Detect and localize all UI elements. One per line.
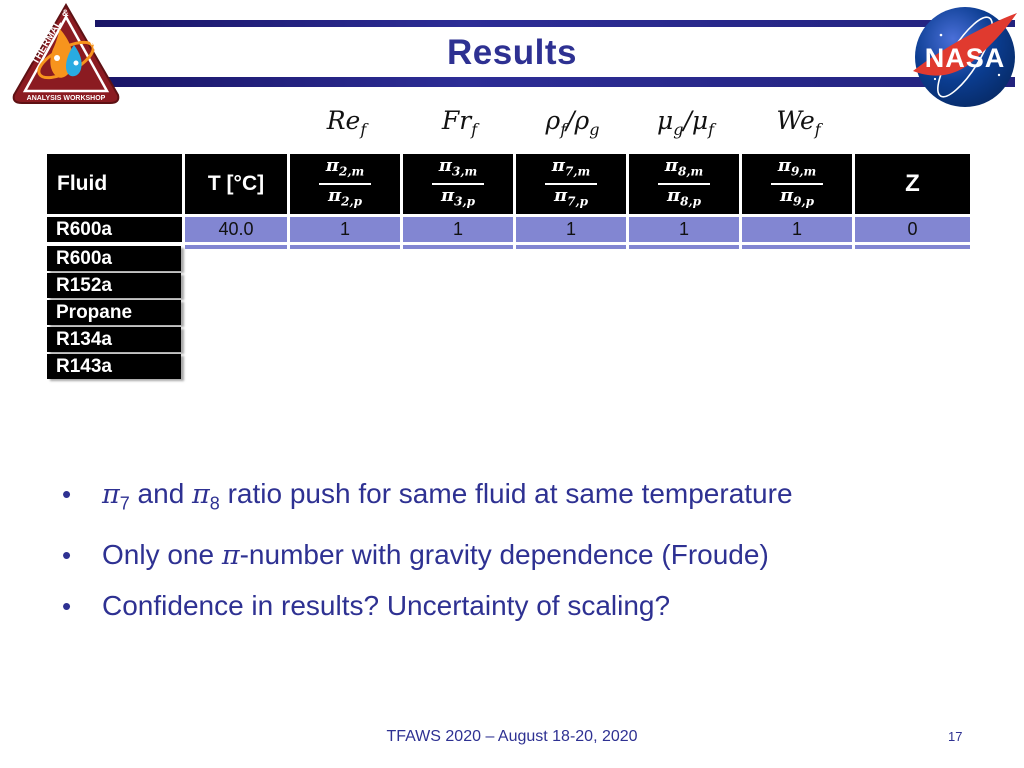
page-title: Results (447, 33, 577, 72)
column-header-pi3-ratio: π3,m π3,p (403, 154, 516, 214)
page-number: 17 (948, 729, 963, 744)
column-header-z: Z (855, 154, 970, 214)
column-header-fluid: Fluid (47, 154, 185, 214)
bullet-item-2: • Only one π-number with gravity depende… (62, 538, 769, 571)
bullet-item-3: • Confidence in results? Uncertainty of … (62, 589, 671, 621)
cell-fluid: R600a (47, 217, 185, 242)
svg-text:&: & (62, 8, 69, 18)
cell-pi2: 1 (290, 217, 403, 242)
cell-temperature: 40.0 (185, 217, 290, 242)
bullet-item-1: • π7 and π8 ratio push for same fluid at… (62, 478, 793, 514)
next-row-sliver (185, 245, 970, 249)
cell-pi8: 1 (629, 217, 742, 242)
table-row: R600a 40.0 1 1 1 1 1 0 (47, 217, 970, 242)
math-label-density-ratio: ρf/ρg (545, 106, 600, 139)
table-header-row: Fluid T [°C] π2,m π2,p π3,m π3,p π7,m π7… (47, 154, 970, 214)
math-label-Fr: Frf (441, 106, 478, 139)
bullet-dot: • (62, 539, 72, 570)
column-header-pi7-ratio: π7,m π7,p (516, 154, 629, 214)
tfaws-logo-icon: THERMAL & FLUIDS ANALYSIS WORKSHOP (12, 3, 120, 104)
cell-pi7: 1 (516, 217, 629, 242)
svg-text:ANALYSIS WORKSHOP: ANALYSIS WORKSHOP (27, 95, 106, 102)
header-bar-bottom (95, 77, 1015, 87)
list-item: R152a (47, 273, 181, 298)
column-header-pi9-ratio: π9,m π9,p (742, 154, 855, 214)
cell-pi9: 1 (742, 217, 855, 242)
math-label-We: Wef (776, 106, 821, 139)
bullet-dot: • (62, 479, 72, 509)
list-item: Propane (47, 300, 181, 325)
fluid-list: R600a R152a Propane R134a R143a (47, 246, 181, 381)
math-label-Re: Ref (326, 106, 367, 139)
list-item: R600a (47, 246, 181, 271)
math-label-viscosity-ratio: μg/μf (656, 106, 715, 139)
bullet-list: • π7 and π8 ratio push for same fluid at… (62, 476, 982, 638)
column-header-pi8-ratio: π8,m π8,p (629, 154, 742, 214)
nasa-logo-icon: NASA (913, 7, 1017, 107)
results-table: Fluid T [°C] π2,m π2,p π3,m π3,p π7,m π7… (47, 154, 970, 249)
header-bar-top (95, 20, 1015, 27)
column-header-temperature: T [°C] (185, 154, 290, 214)
math-labels-row: Ref Frf ρf/ρg μg/μf Wef (47, 106, 970, 143)
list-item: R134a (47, 327, 181, 352)
column-header-pi2-ratio: π2,m π2,p (290, 154, 403, 214)
bullet-dot: • (62, 590, 72, 621)
cell-pi3: 1 (403, 217, 516, 242)
footer-conference-date: TFAWS 2020 – August 18-20, 2020 (386, 728, 638, 745)
cell-z: 0 (855, 217, 970, 242)
svg-text:NASA: NASA (925, 43, 1006, 73)
list-item: R143a (47, 354, 181, 379)
